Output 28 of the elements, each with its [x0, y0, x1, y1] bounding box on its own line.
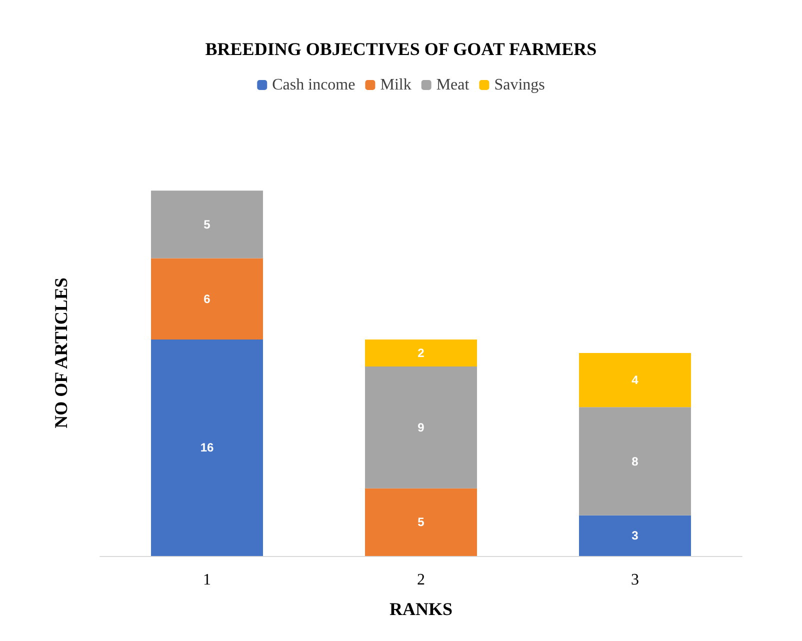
bar	[365, 366, 477, 488]
x-tick-label: 3	[631, 572, 639, 588]
x-tick-label: 1	[203, 572, 211, 588]
x-tick-label: 2	[417, 572, 425, 588]
bar	[579, 353, 691, 408]
chart-title: BREEDING OBJECTIVES OF GOAT FARMERS	[205, 39, 597, 59]
bar	[579, 407, 691, 516]
x-axis-title: RANKS	[389, 599, 453, 619]
legend-label: Savings	[494, 76, 545, 94]
data-label: 3	[632, 528, 639, 543]
data-label: 5	[418, 515, 425, 530]
legend-label: Milk	[380, 76, 412, 94]
bar	[151, 190, 263, 258]
bar	[365, 339, 477, 367]
data-label: 8	[632, 454, 639, 468]
data-label: 5	[204, 217, 211, 232]
bar	[365, 488, 477, 556]
data-label: 6	[204, 292, 211, 306]
bar	[151, 339, 263, 556]
legend-label: Cash income	[272, 76, 356, 94]
legend-label: Meat	[436, 76, 470, 94]
bar	[151, 258, 263, 340]
data-label: 16	[200, 440, 214, 455]
y-axis-title: NO OF ARTICLES	[51, 278, 71, 428]
data-label: 4	[632, 373, 639, 388]
bar	[579, 515, 691, 556]
data-label: 2	[418, 346, 425, 360]
data-label: 9	[418, 420, 425, 434]
